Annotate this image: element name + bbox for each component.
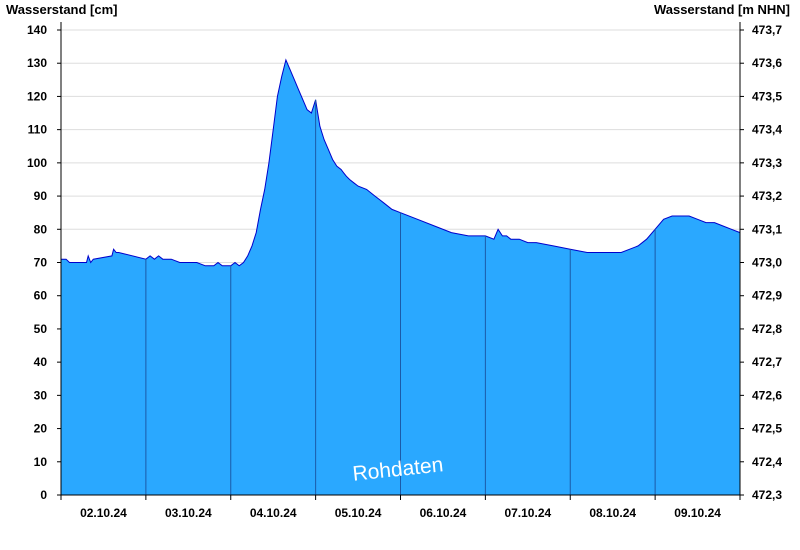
y-tick-label-left: 130	[27, 56, 47, 70]
water-level-line	[61, 58, 741, 267]
x-tick-label: 05.10.24	[335, 506, 382, 520]
y-tick-label-left: 50	[34, 322, 48, 336]
y-tick-label-right: 472,5	[752, 422, 782, 436]
y-tick-label-left: 10	[34, 455, 48, 469]
y-tick-label-left: 80	[34, 222, 48, 236]
x-tick-label: 04.10.24	[250, 506, 297, 520]
y-tick-label-left: 140	[27, 23, 47, 37]
y-tick-label-left: 0	[40, 488, 47, 502]
y-tick-label-left: 40	[34, 355, 48, 369]
day-separators	[145, 99, 656, 495]
y-tick-label-left: 20	[34, 422, 48, 436]
y-tick-label-right: 473,3	[752, 156, 782, 170]
y-tick-label-right: 472,7	[752, 355, 782, 369]
y-tick-label-right: 473,1	[752, 222, 782, 236]
x-tick-label: 03.10.24	[165, 506, 212, 520]
y-tick-label-right: 473,6	[752, 56, 782, 70]
y-tick-label-right: 472,4	[752, 455, 782, 469]
y-tick-label-left: 60	[34, 289, 48, 303]
y-tick-label-left: 70	[34, 256, 48, 270]
x-tick-label: 09.10.24	[674, 506, 721, 520]
y-tick-label-right: 472,3	[752, 488, 782, 502]
y-tick-label-right: 472,6	[752, 388, 782, 402]
y-tick-label-left: 30	[34, 388, 48, 402]
x-tick-label: 02.10.24	[80, 506, 127, 520]
y-tick-label-left: 100	[27, 156, 47, 170]
y-tick-label-right: 473,2	[752, 189, 782, 203]
y-tick-label-left: 120	[27, 89, 47, 103]
tick-labels: 0 10 20 30 40 50 60 70 80 90 100 110 120 130 140 472,3 4…	[27, 23, 782, 520]
y-axis-right-title: Wasserstand [m NHN]	[654, 2, 790, 17]
y-tick-label-right: 473,7	[752, 23, 782, 37]
y-tick-label-right: 472,9	[752, 289, 782, 303]
x-tick-label: 06.10.24	[420, 506, 467, 520]
axes	[57, 22, 744, 500]
y-tick-label-right: 473,0	[752, 256, 782, 270]
y-tick-label-right: 473,4	[752, 123, 782, 137]
y-axis-left-title: Wasserstand [cm]	[6, 2, 118, 17]
y-tick-label-right: 472,8	[752, 322, 782, 336]
y-tick-label-right: 473,5	[752, 89, 782, 103]
x-tick-label: 07.10.24	[504, 506, 551, 520]
y-tick-label-left: 110	[28, 123, 48, 137]
y-tick-label-left: 90	[34, 189, 48, 203]
x-tick-label: 08.10.24	[589, 506, 636, 520]
